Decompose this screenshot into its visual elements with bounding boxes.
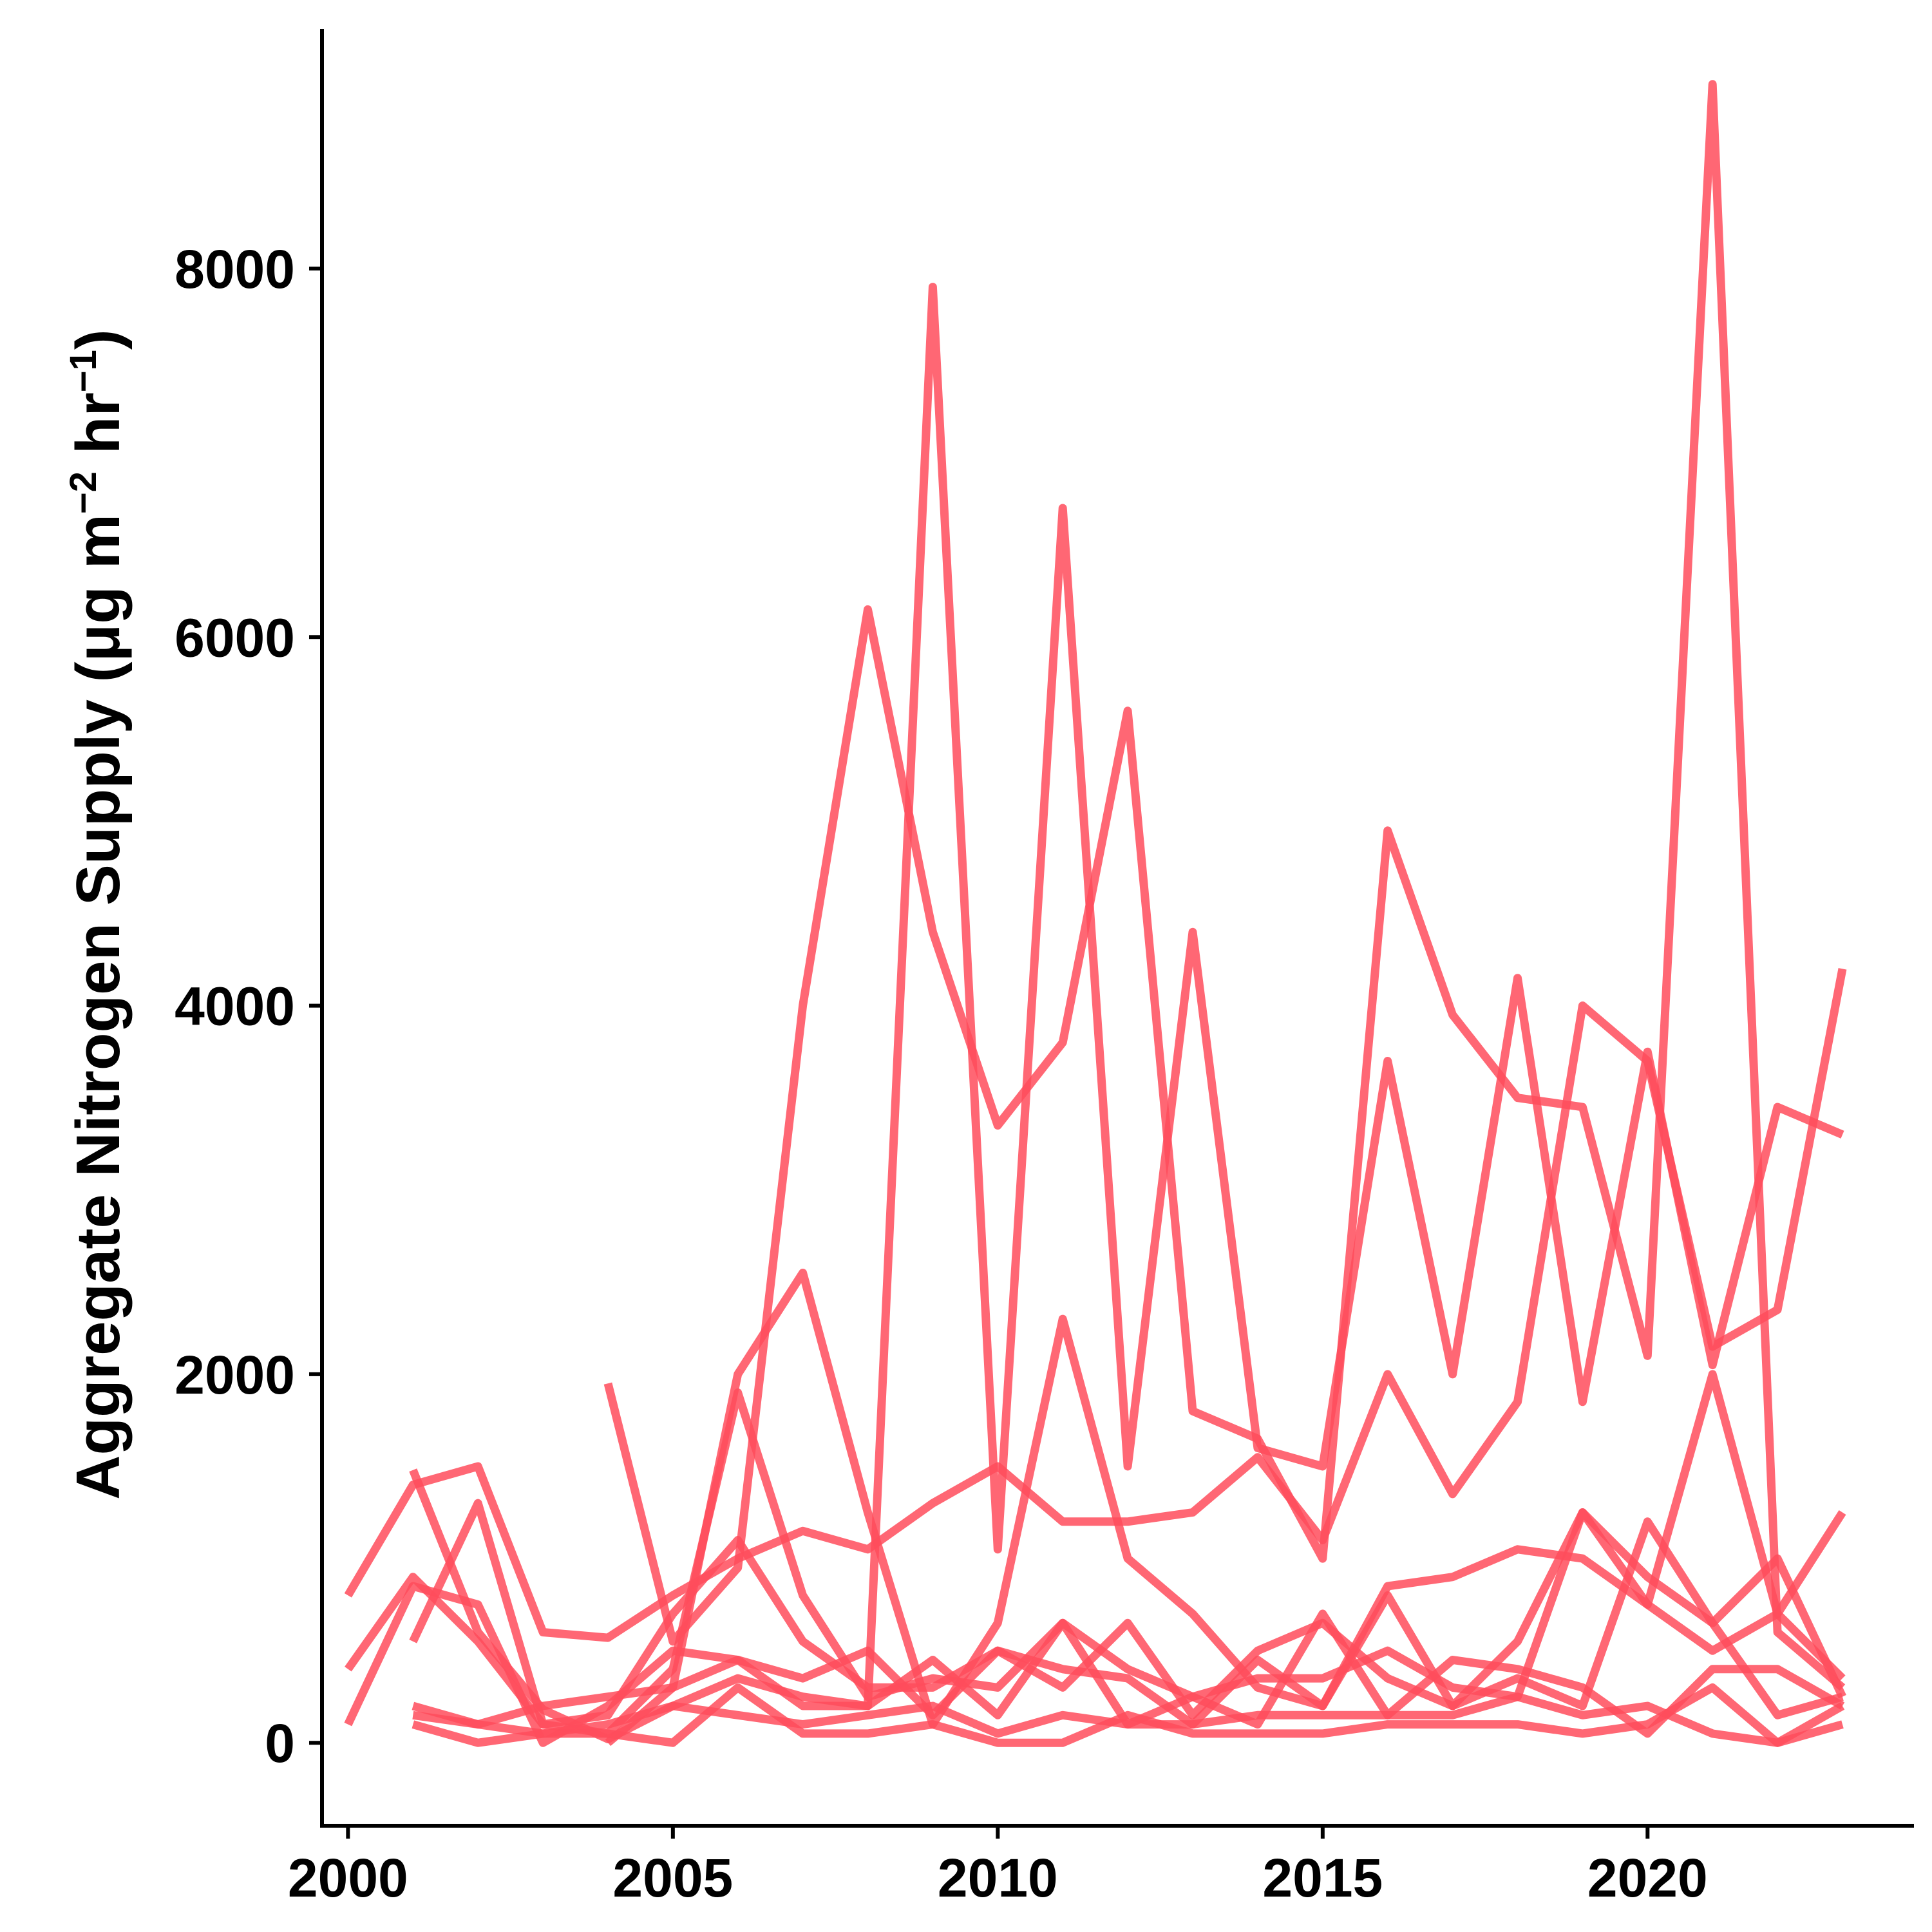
y-tick-label: 0 — [265, 1713, 295, 1774]
x-axis-ticks: 2000 2005 2010 2015 2020 — [288, 1826, 1708, 1908]
y-tick-label: 8000 — [175, 239, 295, 299]
series-line-9 — [412, 1692, 1845, 1747]
series-line-7 — [344, 1517, 1844, 1747]
x-tick-label: 2020 — [1587, 1848, 1708, 1908]
x-tick-label: 2010 — [938, 1848, 1058, 1908]
y-tick-label: 2000 — [175, 1345, 295, 1405]
series-line-1 — [409, 283, 1844, 1743]
series-line-4 — [605, 1269, 1846, 1747]
y-axis-ticks: 0 2000 4000 6000 8000 — [175, 239, 322, 1774]
series-line-6 — [409, 1499, 1846, 1729]
series-line-3 — [344, 968, 1847, 1642]
series-line-2 — [603, 80, 1846, 1691]
y-tick-label: 4000 — [175, 976, 295, 1037]
x-tick-label: 2015 — [1262, 1848, 1383, 1908]
series-layer — [344, 80, 1847, 1747]
x-tick-label: 2005 — [612, 1848, 733, 1908]
y-tick-label: 6000 — [175, 607, 295, 668]
y-axis-label: Aggregate Nitrogen Supply (μg m−2 hr−1) — [62, 329, 133, 1500]
series-line-10 — [412, 1683, 1844, 1747]
x-tick-label: 2000 — [288, 1848, 408, 1908]
